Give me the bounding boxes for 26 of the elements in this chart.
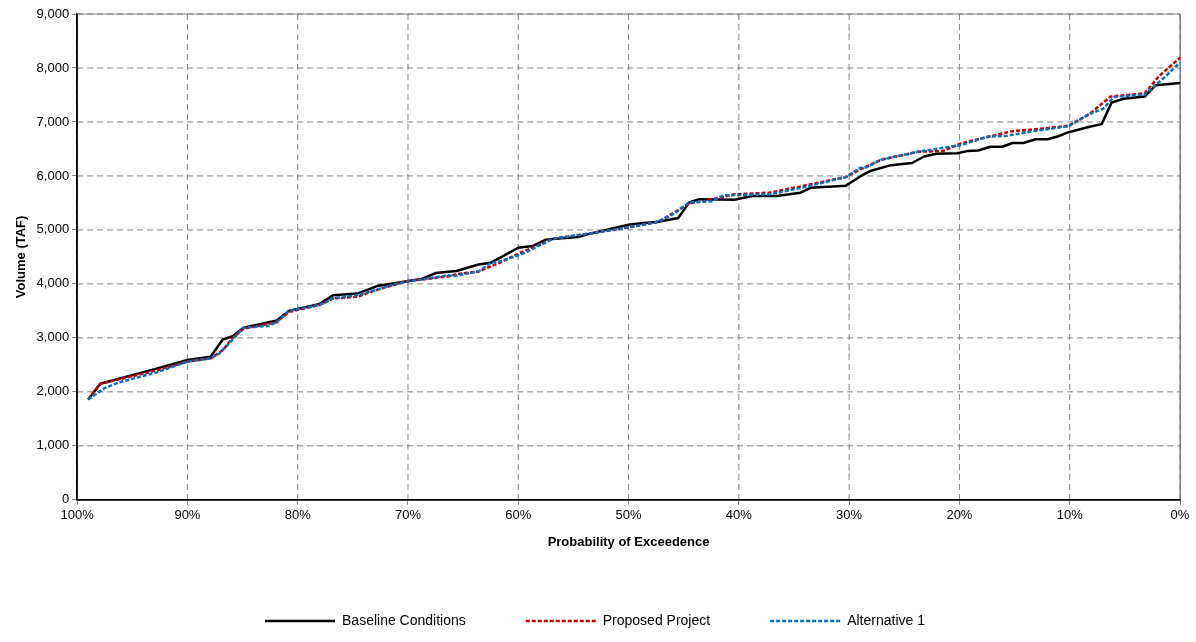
legend-label: Baseline Conditions bbox=[342, 611, 466, 628]
x-tick-label: 70% bbox=[394, 507, 422, 523]
x-tick-label: 100% bbox=[60, 507, 95, 523]
x-tick-label: 90% bbox=[174, 507, 201, 523]
y-tick-label: 6,000 bbox=[36, 167, 70, 183]
x-tick-label: 10% bbox=[1056, 507, 1084, 523]
y-tick-label: 9,000 bbox=[36, 5, 70, 21]
y-tick-label: 4,000 bbox=[36, 275, 70, 291]
y-tick-label: 2,000 bbox=[36, 383, 70, 399]
legend-label: Proposed Project bbox=[602, 611, 711, 628]
y-tick-label: 7,000 bbox=[36, 113, 70, 129]
y-tick-label: 1,000 bbox=[36, 437, 70, 453]
y-axis-title: Volume (TAF) bbox=[13, 215, 29, 299]
y-tick-label: 5,000 bbox=[36, 221, 70, 237]
x-tick-label: 80% bbox=[284, 507, 312, 523]
x-tick-label: 50% bbox=[615, 507, 643, 523]
x-tick-label: 60% bbox=[505, 507, 532, 523]
y-tick-label: 0 bbox=[61, 491, 70, 507]
y-tick-label: 8,000 bbox=[36, 59, 70, 75]
y-tick-label: 3,000 bbox=[36, 329, 70, 345]
x-axis-title: Probability of Exceedence bbox=[547, 533, 710, 549]
x-tick-label: 0% bbox=[1170, 507, 1190, 523]
x-tick-label: 40% bbox=[725, 507, 753, 523]
x-tick-label: 20% bbox=[946, 507, 973, 523]
x-tick-label: 30% bbox=[836, 507, 863, 523]
legend-label: Alternative 1 bbox=[847, 611, 926, 628]
